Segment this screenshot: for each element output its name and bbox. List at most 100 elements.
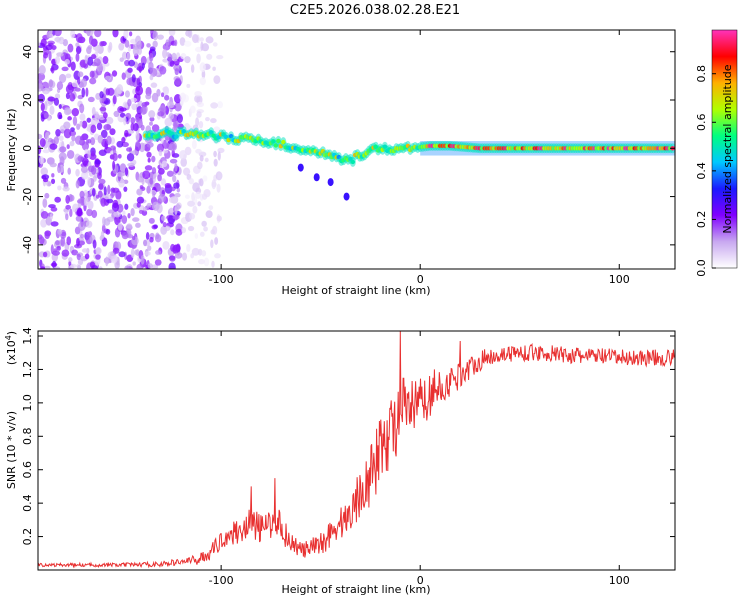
noise-blob <box>164 117 173 127</box>
noise-blob <box>154 234 162 243</box>
noise-blob <box>58 152 67 161</box>
noise-blob <box>213 158 218 167</box>
noise-blob <box>136 196 145 204</box>
noise-blob <box>68 257 73 263</box>
noise-blob <box>75 168 80 177</box>
noise-blob <box>53 248 58 253</box>
noise-blob <box>145 86 152 97</box>
noise-blob <box>123 186 128 192</box>
noise-blob <box>140 106 147 115</box>
noise-blob <box>148 217 155 224</box>
noise-blob <box>169 158 178 164</box>
noise-blob <box>174 77 182 86</box>
snr-line <box>38 331 675 569</box>
noise-blob <box>174 68 179 76</box>
noise-blob <box>156 88 161 97</box>
noise-blob <box>77 94 84 100</box>
noise-blob <box>112 152 118 162</box>
noise-blob <box>124 129 129 138</box>
noise-blob <box>83 189 88 199</box>
noise-blob <box>112 94 117 105</box>
noise-blob <box>38 41 41 47</box>
noise-blob <box>149 236 154 243</box>
noise-blob <box>101 237 108 247</box>
noise-blob <box>199 37 204 42</box>
noise-blob <box>190 253 195 259</box>
noise-blob <box>109 128 116 136</box>
noise-blob <box>40 210 49 219</box>
noise-blob <box>81 141 90 151</box>
noise-blob <box>54 93 61 100</box>
noise-blob <box>130 97 138 103</box>
noise-blob <box>71 134 76 142</box>
noise-blob <box>199 178 204 187</box>
noise-blob <box>192 205 198 214</box>
noise-blob <box>42 178 49 183</box>
noise-blob <box>152 173 157 183</box>
noise-blob <box>106 135 112 146</box>
noise-blob <box>63 121 71 130</box>
noise-blob <box>86 117 92 123</box>
noise-blob <box>94 30 102 38</box>
noise-blob <box>62 39 69 47</box>
noise-blob <box>144 251 151 256</box>
noise-blob <box>142 239 148 247</box>
noise-blob <box>81 248 89 253</box>
noise-blob <box>210 239 214 249</box>
noise-blob <box>137 47 142 55</box>
noise-blob <box>68 260 72 267</box>
noise-blob <box>217 172 223 180</box>
noise-blob <box>89 261 96 268</box>
spectrogram-y-tick-label: -40 <box>21 236 34 254</box>
noise-blob <box>131 103 138 111</box>
noise-blob <box>55 128 61 137</box>
noise-blob <box>201 250 207 257</box>
noise-blob <box>135 35 142 46</box>
noise-blob <box>80 78 88 88</box>
noise-blob <box>168 40 172 46</box>
noise-blob <box>142 170 151 180</box>
noise-blob <box>66 236 72 246</box>
noise-blob <box>90 165 97 175</box>
noise-blob <box>42 87 50 95</box>
noise-blob <box>103 218 111 226</box>
noise-blob <box>102 56 109 65</box>
noise-blob <box>60 236 66 247</box>
noise-blob <box>162 222 167 228</box>
spectrogram-signal <box>142 125 675 201</box>
noise-blob <box>106 198 114 204</box>
snr-panel: -100 0 100 0.2 0.4 0.6 0.8 1.0 1.2 1.4 Height of… <box>4 327 676 596</box>
noise-blob <box>189 105 196 114</box>
noise-blob <box>130 122 135 131</box>
noise-blob <box>176 114 184 124</box>
spectrogram-panel: -100 0 100 -40 -20 0 20 40 Height of straight … <box>5 29 676 297</box>
noise-blob <box>182 167 191 176</box>
noise-blob <box>96 122 103 131</box>
noise-blob <box>121 231 129 240</box>
noise-blob <box>114 227 121 238</box>
noise-blob <box>54 36 62 43</box>
noise-blob <box>93 58 101 67</box>
noise-blob <box>85 30 94 36</box>
noise-blob <box>116 140 124 148</box>
noise-blob <box>174 252 183 259</box>
noise-blob <box>69 93 76 102</box>
noise-blob <box>85 220 93 228</box>
noise-blob <box>196 53 201 64</box>
noise-blob <box>197 201 202 207</box>
noise-blob <box>55 240 60 246</box>
noise-blob <box>121 136 126 144</box>
noise-blob <box>65 84 74 94</box>
noise-blob <box>192 34 199 44</box>
noise-blob <box>105 228 111 235</box>
noise-blob <box>145 93 152 100</box>
noise-blob <box>48 50 52 61</box>
colorbar-tick-label: 0.8 <box>695 65 708 83</box>
colorbar-ticks: 0.0 0.2 0.4 0.6 0.8 <box>695 65 716 277</box>
noise-blob <box>149 74 154 81</box>
noise-blob <box>118 42 125 51</box>
noise-blob <box>44 192 50 199</box>
noise-blob <box>160 92 165 98</box>
snr-y-multiplier: (x104) <box>4 331 18 365</box>
colorbar-title: Normalized spectral amplitude <box>721 64 734 233</box>
